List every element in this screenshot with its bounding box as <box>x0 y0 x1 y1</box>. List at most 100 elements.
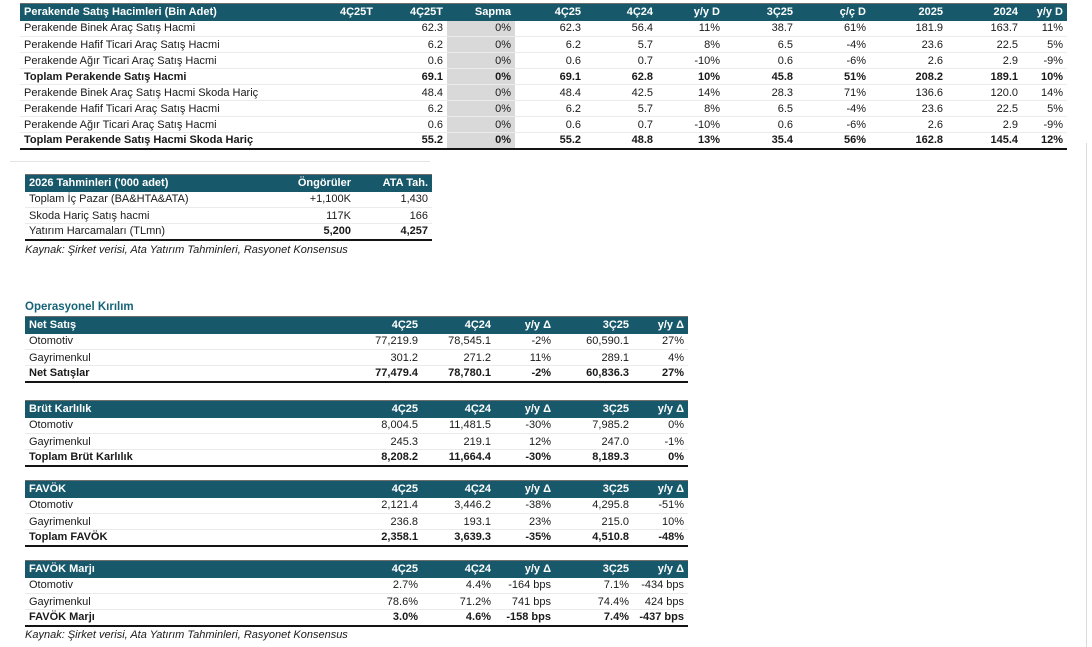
cell: 0% <box>447 84 515 101</box>
cell: 42.5 <box>585 84 657 101</box>
source-note-bottom: Kaynak: Şirket verisi, Ata Yatırım Tahmi… <box>25 629 348 641</box>
cell: -6% <box>797 52 870 69</box>
source-note-top: Kaynak: Şirket verisi, Ata Yatırım Tahmi… <box>25 244 348 256</box>
cell: 0.6 <box>377 116 447 133</box>
cell: 3,639.3 <box>422 529 495 547</box>
row-label: Perakende Ağır Ticari Araç Satış Hacmi <box>20 52 302 69</box>
table-row: Yatırım Harcamaları (TLmn) 5,200 4,257 <box>25 223 432 241</box>
cell: 2.7% <box>360 577 422 594</box>
table-header-row: Perakende Satış Hacimleri (Bin Adet) 4Ç25… <box>20 3 1067 21</box>
table-row: Perakende Binek Araç Satış Hacmi Skoda H… <box>20 84 1067 101</box>
table-row: Perakende Ağır Ticari Araç Satış Hacmi 0.… <box>20 52 1067 69</box>
cell: -4% <box>797 100 870 117</box>
cell: 69.1 <box>515 68 585 85</box>
cell: 3.0% <box>360 609 422 627</box>
row-label: Toplam İç Pazar (BA&HTA&ATA) <box>25 191 270 208</box>
page-break-vertical-line <box>1086 143 1087 647</box>
column-header: Sapma <box>447 3 515 21</box>
cell: 48.8 <box>585 132 657 150</box>
cell: 62.3 <box>377 20 447 37</box>
cell: 10% <box>657 68 724 85</box>
cell: 0% <box>447 100 515 117</box>
cell: 5% <box>1022 36 1067 53</box>
cell: -30% <box>495 417 555 434</box>
cell: 2,358.1 <box>360 529 422 547</box>
cell <box>302 68 377 85</box>
cell: 208.2 <box>870 68 947 85</box>
cell: 7.1% <box>555 577 633 594</box>
cell: 5% <box>1022 100 1067 117</box>
cell: 8% <box>657 36 724 53</box>
cell: 0.6 <box>724 52 797 69</box>
row-label: Gayrimenkul <box>25 433 360 450</box>
table-header-row: FAVÖK Marjı 4Ç25 4Ç24 y/y Δ 3Ç25 y/y Δ <box>25 560 688 578</box>
column-header: 4Ç25T <box>377 3 447 21</box>
cell: 7,985.2 <box>555 417 633 434</box>
column-header: y/y Δ <box>633 480 688 498</box>
row-label: Perakende Ağır Ticari Araç Satış Hacmi <box>20 116 302 133</box>
forecast-2026-table: 2026 Tahminleri ('000 adet) Öngörüler ATA … <box>25 174 432 241</box>
cell: 55.2 <box>515 132 585 150</box>
cell: 11,664.4 <box>422 449 495 467</box>
cell <box>302 36 377 53</box>
cell: 78.6% <box>360 593 422 610</box>
cell: -158 bps <box>495 609 555 627</box>
cell: 74.4% <box>555 593 633 610</box>
table-row: Toplam Perakende Satış Hacmi 69.1 0% 69.1 62… <box>20 68 1067 85</box>
cell: 23.6 <box>870 36 947 53</box>
table-row: Net Satışlar 77,479.4 78,780.1 -2% 60,836.3 2… <box>25 365 688 383</box>
cell <box>302 84 377 101</box>
row-label: Otomotiv <box>25 497 360 514</box>
page-break-horizontal-line <box>10 161 430 162</box>
row-label: Toplam FAVÖK <box>25 529 360 547</box>
cell: -30% <box>495 449 555 467</box>
column-header: y/y Δ <box>495 560 555 578</box>
cell: 0.7 <box>585 52 657 69</box>
column-header: y/y Δ <box>495 400 555 418</box>
row-label: Gayrimenkul <box>25 593 360 610</box>
row-label: Perakende Binek Araç Satış Hacmi <box>20 20 302 37</box>
cell: -2% <box>495 365 555 383</box>
gross-profit-table: Brüt Karlılık 4Ç25 4Ç24 y/y Δ 3Ç25 y/y Δ Otomo… <box>25 400 688 467</box>
cell: -35% <box>495 529 555 547</box>
cell: 181.9 <box>870 20 947 37</box>
cell: 45.8 <box>724 68 797 85</box>
column-header: 4Ç25 <box>360 560 422 578</box>
row-label: Skoda Hariç Satış hacmi <box>25 207 270 224</box>
column-header: 3Ç25 <box>724 3 797 21</box>
cell: 62.8 <box>585 68 657 85</box>
table-row: Perakende Ağır Ticari Araç Satış Hacmi 0.… <box>20 116 1067 133</box>
cell: 215.0 <box>555 513 633 530</box>
cell: 289.1 <box>555 349 633 366</box>
table-header-row: 2026 Tahminleri ('000 adet) Öngörüler ATA … <box>25 174 432 192</box>
table-header-row: Net Satış 4Ç25 4Ç24 y/y Δ 3Ç25 y/y Δ <box>25 316 688 334</box>
cell: 11,481.5 <box>422 417 495 434</box>
column-header: y/y Δ <box>633 316 688 334</box>
cell: 56.4 <box>585 20 657 37</box>
row-label: Otomotiv <box>25 333 360 350</box>
cell: 2.9 <box>947 116 1022 133</box>
cell <box>302 132 377 150</box>
cell: 48.4 <box>515 84 585 101</box>
cell: -164 bps <box>495 577 555 594</box>
cell: 4,510.8 <box>555 529 633 547</box>
cell: 6.5 <box>724 100 797 117</box>
table-row: Skoda Hariç Satış hacmi 117K 166 <box>25 207 432 224</box>
cell: 6.2 <box>377 36 447 53</box>
cell: 247.0 <box>555 433 633 450</box>
cell: 77,479.4 <box>360 365 422 383</box>
cell: 1,430 <box>355 191 432 208</box>
column-header: 2025 <box>870 3 947 21</box>
cell: 61% <box>797 20 870 37</box>
cell: 48.4 <box>377 84 447 101</box>
cell: 4.6% <box>422 609 495 627</box>
column-header: 4Ç25T <box>302 3 377 21</box>
cell: 741 bps <box>495 593 555 610</box>
cell <box>302 20 377 37</box>
table-row: Gayrimenkul 78.6% 71.2% 741 bps 74.4% 424 bps <box>25 593 688 610</box>
row-label: Gayrimenkul <box>25 349 360 366</box>
cell: 4,295.8 <box>555 497 633 514</box>
row-label: Toplam Brüt Karlılık <box>25 449 360 467</box>
column-header: 4Ç24 <box>422 316 495 334</box>
table-title: FAVÖK <box>25 480 360 498</box>
